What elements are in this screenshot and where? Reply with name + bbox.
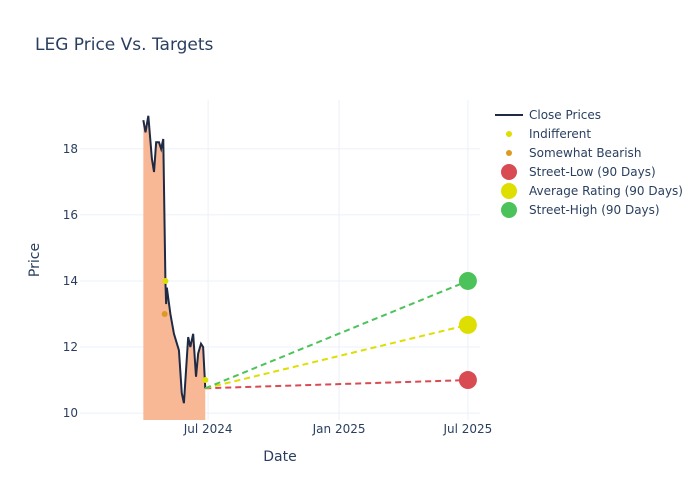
y-axis-title: Price <box>27 243 43 277</box>
legend-marker <box>501 202 517 218</box>
y-tick-label: 18 <box>63 142 78 156</box>
x-tick-label: Jul 2025 <box>442 422 492 436</box>
close-price-line <box>142 115 207 404</box>
legend: Close Prices Indifferent Somewhat Bearish S… <box>495 108 683 218</box>
legend-label: Average Rating (90 Days) <box>529 184 683 198</box>
target-marker <box>458 315 477 334</box>
plot-area <box>142 115 477 421</box>
chart-title: LEG Price Vs. Targets <box>35 35 214 55</box>
rating-marker <box>162 277 169 284</box>
legend-label: Street-High (90 Days) <box>529 203 660 217</box>
legend-marker <box>506 150 512 156</box>
legend-label: Somewhat Bearish <box>529 146 641 160</box>
y-tick-label: 10 <box>63 406 78 420</box>
target-marker <box>458 371 477 390</box>
legend-marker <box>501 183 517 199</box>
target-line <box>204 280 469 390</box>
x-tick-label: Jul 2024 <box>183 422 233 436</box>
rating-marker <box>161 310 168 317</box>
legend-label: Indifferent <box>529 127 591 141</box>
y-tick-label: 12 <box>63 340 78 354</box>
close-price-area <box>143 115 206 421</box>
target-marker <box>458 271 477 290</box>
legend-label: Street-Low (90 Days) <box>529 165 656 179</box>
x-tick-label: Jan 2025 <box>312 422 366 436</box>
y-tick-label: 16 <box>63 208 78 222</box>
legend-label: Close Prices <box>529 108 601 122</box>
grid <box>80 100 480 420</box>
y-tick-label: 14 <box>63 274 78 288</box>
x-axis-title: Date <box>263 449 296 465</box>
axes: 10 12 14 16 18 Jul 2024 Jan 2025 Jul 2025 <box>63 142 493 436</box>
target-line <box>205 323 469 390</box>
rating-marker <box>202 377 209 384</box>
legend-marker <box>506 131 512 137</box>
target-line <box>205 379 468 390</box>
legend-marker <box>501 164 517 180</box>
